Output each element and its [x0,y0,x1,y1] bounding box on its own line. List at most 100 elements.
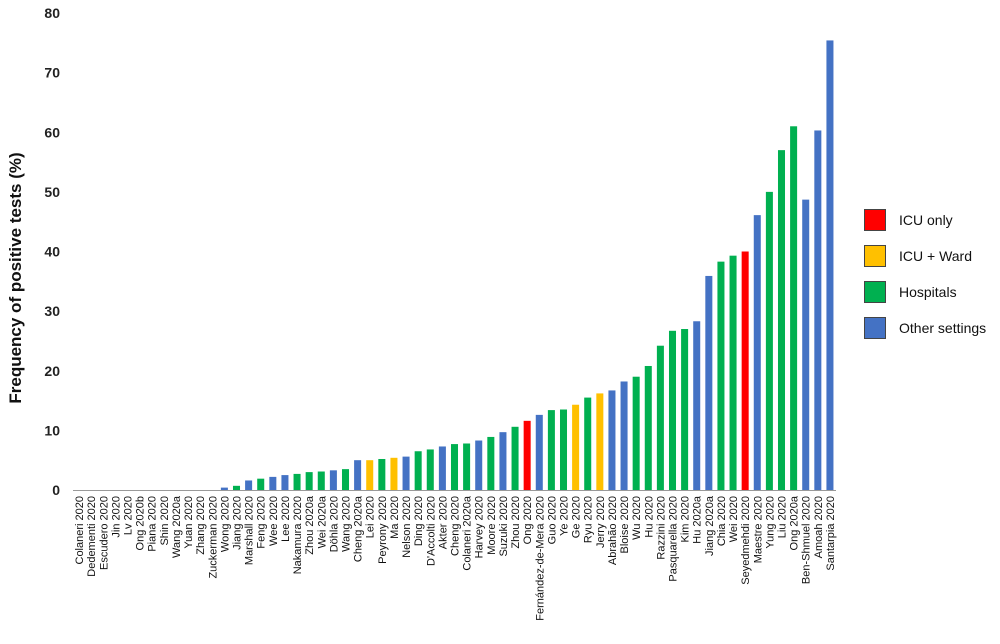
bar [305,472,313,490]
bar [426,449,434,490]
x-tick-label: Ong 2020 [522,496,534,544]
y-axis: 0 10 20 30 40 50 60 70 80 [44,5,60,498]
bar [717,261,725,490]
x-tick-label: Seyedmehdi 2020 [740,496,752,585]
bar [777,150,786,490]
x-tick-label: Cheng 2020 [450,496,462,556]
x-tick-label: Piana 2020 [147,496,159,552]
bar [269,476,277,490]
x-tick-label: Colaneri 2020 [74,496,86,565]
legend-swatch [864,281,886,303]
bar [329,470,337,490]
bar [547,410,555,490]
x-tick-label: Wang 2020a [171,495,183,558]
bar [475,440,483,490]
legend-swatch [864,317,886,339]
legend-item-icu-only: ICU only [864,202,986,238]
legend-label: Other settings [899,320,987,336]
x-tick-label: Abrahão 2020 [607,496,619,565]
bar [220,487,228,490]
y-tick-label: 0 [52,482,60,498]
x-tick-label: Chia 2020 [716,496,728,546]
x-tick-label: Hu 2020a [692,495,704,544]
bar [366,460,374,490]
legend-item-other-settings: Other settings [864,310,986,346]
bar [644,365,652,490]
x-tick-label: Cheng 2020a [353,495,365,562]
bar [693,321,701,490]
legend: ICU only ICU + Ward Hospitals Other sett… [864,202,986,346]
x-tick-label: Jin 2020 [110,496,122,538]
bar [596,393,604,490]
x-tick-label: Nelson 2020 [401,496,413,558]
y-tick-label: 50 [44,184,60,200]
bar [802,199,810,490]
x-tick-label: Zuckerman 2020 [207,496,219,579]
bar [765,191,773,490]
y-tick-label: 10 [44,422,60,438]
x-tick-label: Maestre 2020 [752,496,764,563]
x-tick-label: Fernández-de-Mera 2020 [534,496,546,621]
x-axis: Colaneri 2020 Dedementi 2020 Escudero 2020… [74,495,837,621]
x-tick-label: Lv 2020 [123,496,135,535]
x-tick-label: Razzini 2020 [655,496,667,560]
x-tick-label: Ong 2020b [135,496,147,550]
x-tick-label: Hu 2020 [643,496,655,538]
bars-group [220,40,834,491]
x-tick-label: Kim 2020 [680,496,692,542]
x-tick-label: Colaneri 2020a [462,495,474,570]
x-tick-label: Lei 2020 [365,496,377,538]
bar [450,444,459,490]
bar [390,457,398,490]
y-tick-label: 20 [44,363,60,379]
bar [232,485,241,490]
x-tick-label: Bloise 2020 [619,496,631,554]
bar [511,426,519,490]
x-tick-label: Escudero 2020 [98,496,110,570]
bar [656,345,664,490]
bar [705,275,713,490]
bar [681,329,689,490]
bar [814,130,822,490]
x-tick-label: Wu 2020 [631,496,643,540]
legend-swatch [864,245,886,267]
x-tick-label: Harvey 2020 [474,496,486,558]
x-tick-label: Ding 2020 [413,496,425,546]
bar [281,475,289,490]
x-tick-label: Peyrony 2020 [377,496,389,564]
bar [584,397,592,490]
x-tick-label: Ye 2020 [559,496,571,536]
x-tick-label: Nakamura 2020 [292,496,304,574]
x-tick-label: D'Accolti 2020 [425,496,437,566]
bar [826,40,834,491]
legend-label: ICU only [899,212,953,228]
bar [402,456,410,490]
bar [438,446,446,490]
y-tick-label: 80 [44,5,60,21]
x-tick-label: Guo 2020 [546,496,558,544]
x-tick-label: Yung 2020 [764,496,776,549]
bar [620,381,628,490]
bar [317,471,325,490]
bar [499,432,507,490]
x-tick-label: Wong 2020 [219,496,231,552]
y-tick-label: 40 [44,244,60,260]
bar [341,469,350,490]
legend-item-icu-ward: ICU + Ward [864,238,986,274]
x-tick-label: Dedementi 2020 [86,496,98,577]
bar [245,480,253,490]
bar [487,436,495,490]
x-tick-label: Marshall 2020 [244,496,256,565]
bar [559,409,568,490]
x-tick-label: Zhang 2020 [195,496,207,555]
x-tick-label: Zhou 2020a [304,495,316,555]
x-tick-label: Wee 2020 [268,496,280,546]
bar [790,126,798,490]
legend-label: Hospitals [899,284,957,300]
bar [668,330,677,490]
x-tick-label: Yuan 2020 [183,496,195,549]
bar [632,376,640,490]
x-tick-label: Amoah 2020 [813,496,825,558]
x-tick-label: Shin 2020 [159,496,171,546]
